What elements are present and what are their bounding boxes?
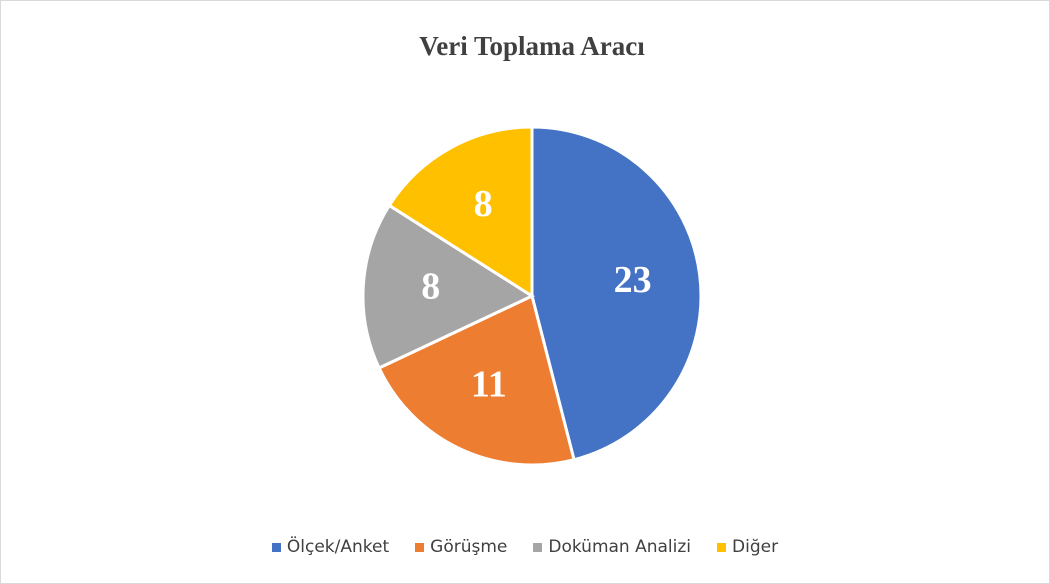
data-label: 11 bbox=[471, 363, 507, 405]
legend-swatch bbox=[415, 542, 425, 552]
data-label: 8 bbox=[474, 183, 493, 225]
legend-label: Ölçek/Anket bbox=[286, 537, 390, 557]
pie-slice bbox=[387, 125, 534, 299]
pie-slice bbox=[530, 125, 703, 462]
data-label: 8 bbox=[421, 265, 440, 307]
pie-slice bbox=[361, 203, 536, 370]
legend-item: Diğer bbox=[717, 537, 778, 557]
legend-label: Görüşme bbox=[430, 537, 508, 557]
data-label: 23 bbox=[614, 259, 652, 301]
legend-swatch bbox=[717, 542, 727, 552]
legend-item: Görüşme bbox=[415, 537, 507, 557]
legend-label: Doküman Analizi bbox=[548, 537, 692, 557]
chart-title: Veri Toplama Aracı bbox=[419, 31, 645, 61]
legend-swatch bbox=[533, 542, 543, 552]
legend-swatch bbox=[271, 542, 281, 552]
legend-label: Diğer bbox=[732, 537, 779, 557]
legend: Ölçek/Anket Görüşme Doküman Analizi Diğer bbox=[1, 537, 1049, 557]
legend-item: Doküman Analizi bbox=[533, 537, 691, 557]
pie-slice bbox=[377, 293, 576, 467]
legend-item: Ölçek/Anket bbox=[271, 537, 390, 557]
